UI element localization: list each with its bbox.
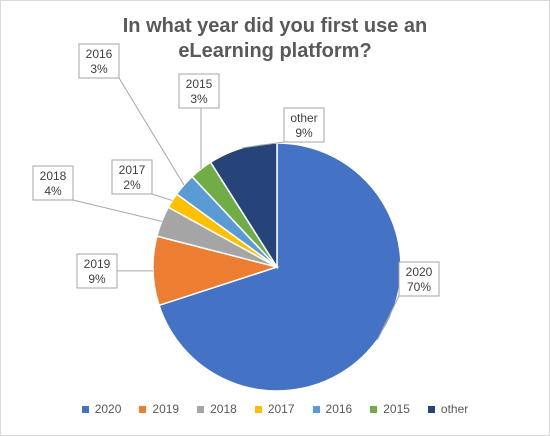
legend-swatch-2017 (254, 405, 262, 413)
legend-swatch-2019 (139, 405, 147, 413)
data-label-box-2018 (32, 165, 74, 201)
data-label-category-2020: 2020 (406, 265, 433, 279)
data-label-box-2017 (111, 159, 153, 195)
chart-title: In what year did you first use an eLearn… (122, 15, 428, 62)
legend-item-2020: 2020 (81, 402, 122, 416)
data-label-value-2018: 4% (44, 184, 62, 198)
data-label-box-2020 (398, 261, 440, 297)
legend-swatch-2018 (197, 405, 205, 413)
data-label-box-2015 (178, 73, 220, 109)
legend-label-2016: 2016 (325, 402, 353, 416)
legend-swatch-2016 (312, 405, 320, 413)
legend-label-2015: 2015 (383, 402, 410, 416)
legend-label-2020: 2020 (94, 402, 122, 416)
legend-label-other: other (440, 402, 469, 416)
leader-line-2017 (151, 193, 173, 202)
data-label-box-other (283, 107, 325, 143)
data-label-value-2015: 3% (190, 92, 208, 106)
data-label-value-2019: 9% (88, 272, 106, 286)
legend-item-other: other (427, 402, 469, 416)
legend-label-2017: 2017 (267, 402, 295, 416)
leader-line-2020 (376, 295, 400, 341)
legend-item-2015: 2015 (370, 402, 410, 416)
leader-line-other (242, 141, 285, 149)
data-label-category-other: other (290, 111, 317, 125)
data-label-value-other: 9% (295, 126, 313, 140)
data-label-box-2016 (78, 43, 120, 79)
legend-label-2019: 2019 (152, 402, 180, 416)
legend-swatch-2015 (370, 405, 378, 413)
data-label-value-2020: 70% (407, 280, 431, 294)
legend-label-2018: 2018 (210, 402, 237, 416)
legend-swatch-other (427, 405, 435, 413)
legend-item-2017: 2017 (254, 402, 295, 416)
data-label-category-2017: 2017 (119, 163, 146, 177)
leader-line-2016 (118, 77, 185, 186)
legend-item-2018: 2018 (197, 402, 237, 416)
data-label-category-2019: 2019 (84, 257, 111, 271)
data-label-value-2017: 2% (123, 178, 141, 192)
legend-item-2016: 2016 (312, 402, 353, 416)
leader-line-2018 (72, 199, 162, 222)
legend-item-2019: 2019 (139, 402, 179, 416)
data-label-value-2016: 3% (90, 62, 108, 76)
data-label-category-2015: 2015 (186, 77, 213, 91)
data-label-category-2018: 2018 (40, 169, 67, 183)
legend-swatch-2020 (81, 405, 89, 413)
data-label-box-2019 (76, 253, 118, 289)
data-label-category-2016: 2016 (86, 47, 113, 61)
chart-legend: 2020 2019 2018 2017 2016 2015 other (1, 402, 549, 416)
